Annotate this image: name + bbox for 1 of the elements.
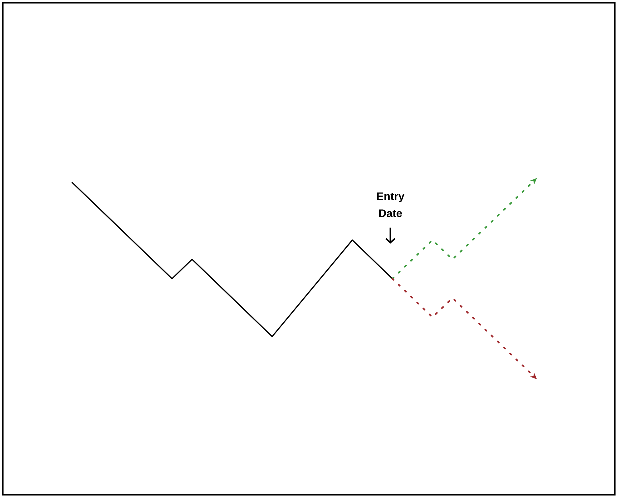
annotation: Entry Date	[377, 192, 405, 218]
